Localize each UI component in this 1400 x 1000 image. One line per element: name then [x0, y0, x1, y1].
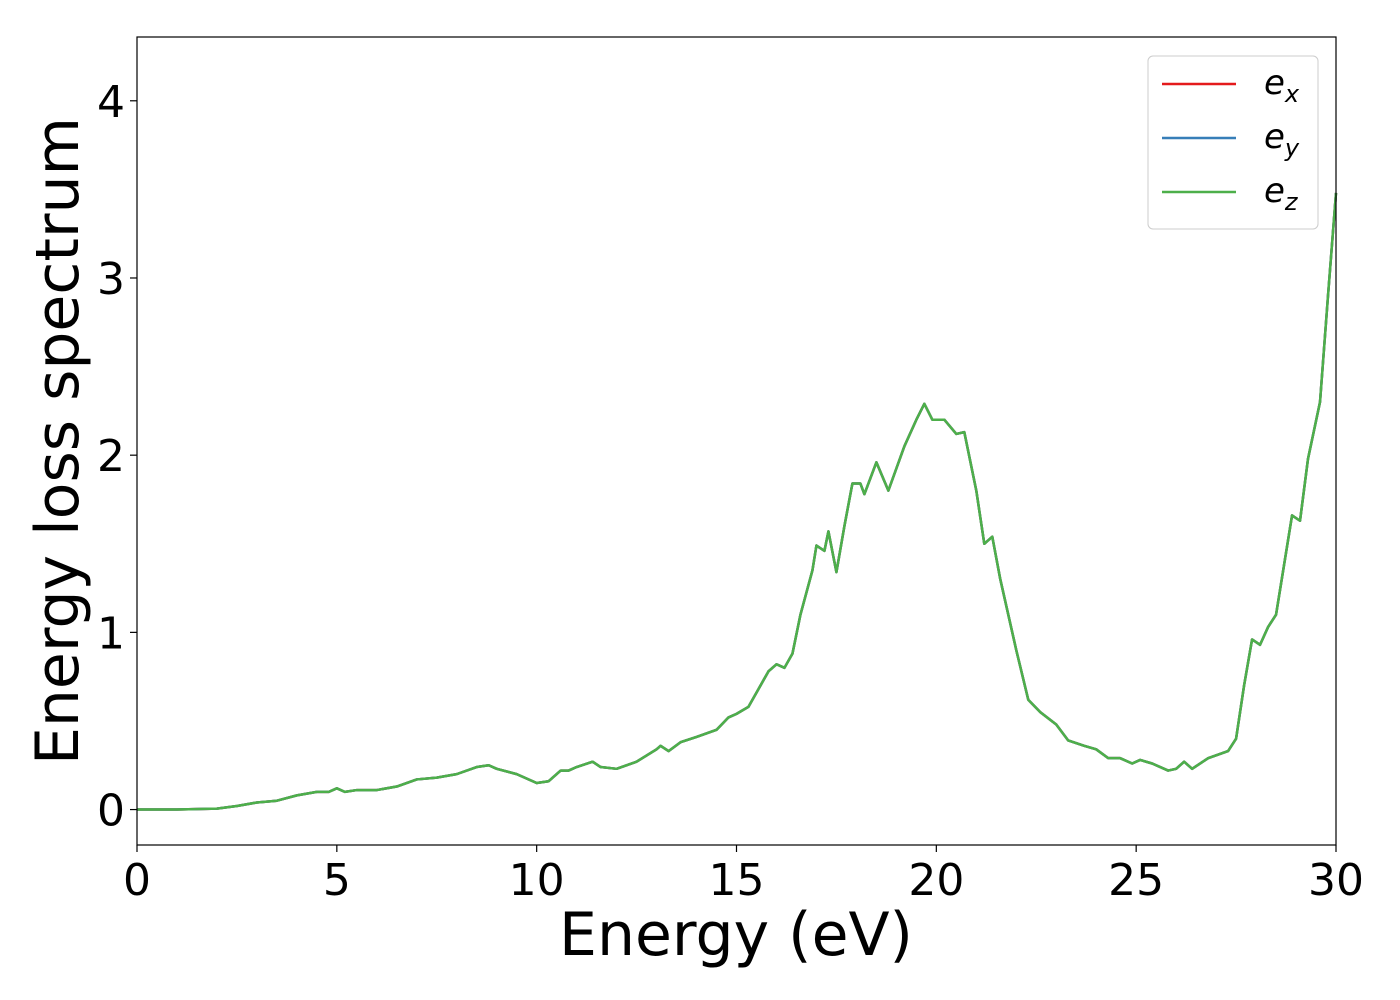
- y-tick-label: 2: [97, 431, 125, 482]
- legend-box: [1147, 55, 1319, 230]
- legend-label: ex: [1264, 63, 1300, 108]
- y-tick-label: 1: [97, 608, 125, 659]
- x-tick-label: 20: [908, 855, 964, 906]
- x-tick-label: 0: [123, 855, 151, 906]
- x-tick-label: 30: [1308, 855, 1364, 906]
- line-series: [137, 192, 1338, 811]
- y-tick-label: 0: [97, 786, 125, 837]
- x-tick-label: 15: [709, 855, 765, 906]
- x-tick-label: 5: [323, 855, 351, 906]
- x-tick-label: 10: [509, 855, 565, 906]
- line-series: [137, 192, 1338, 811]
- y-tick-label: 4: [97, 77, 125, 128]
- legend-label: ez: [1264, 171, 1299, 216]
- y-tick-label: 3: [97, 254, 125, 305]
- legend-label: ey: [1264, 117, 1300, 162]
- x-tick-label: 25: [1108, 855, 1164, 906]
- line-series: [137, 192, 1338, 811]
- y-axis-label: Energy loss spectrum: [23, 117, 93, 765]
- plot-frame: [136, 36, 1337, 846]
- x-axis-label: Energy (eV): [559, 900, 913, 970]
